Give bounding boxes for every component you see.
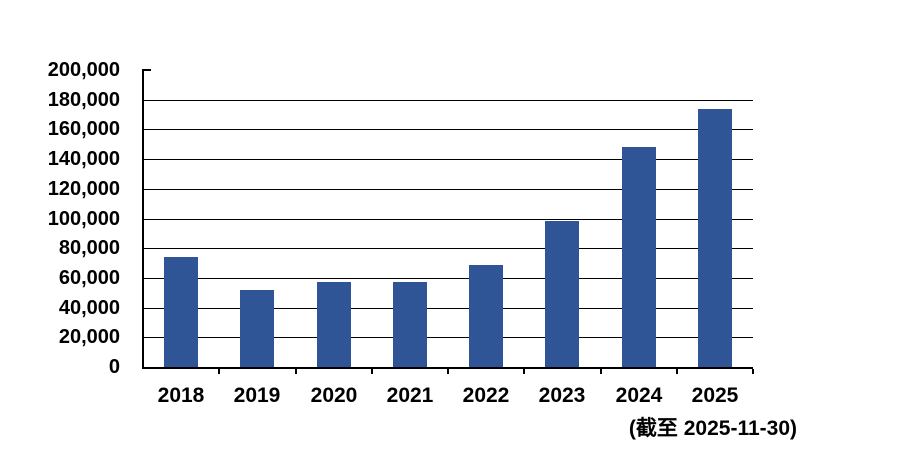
bar-2024 <box>622 147 656 367</box>
gridline <box>144 219 753 220</box>
x-tick-label: 2021 <box>386 384 434 407</box>
y-tick-label: 100,000 <box>47 208 120 230</box>
x-tick-label: 2023 <box>538 384 586 407</box>
gridline <box>144 337 753 338</box>
y-tick-label: 40,000 <box>58 297 120 319</box>
y-axis-line <box>142 69 144 369</box>
bar-2023 <box>545 221 579 367</box>
x-tick <box>295 369 297 374</box>
bar-2018 <box>164 257 198 367</box>
gridline <box>144 159 753 160</box>
bar-2025 <box>698 109 732 367</box>
bar-2021 <box>393 282 427 367</box>
x-tick <box>371 369 373 374</box>
gridline <box>144 189 753 190</box>
x-tick <box>752 369 754 374</box>
y-tick-label: 180,000 <box>47 89 120 111</box>
gridline <box>144 308 753 309</box>
y-tick-label: 80,000 <box>58 237 120 259</box>
y-tick-label: 160,000 <box>47 118 120 140</box>
chart-caption: (截至 2025-11-30) <box>628 417 797 440</box>
x-tick-label: 2022 <box>462 384 510 407</box>
y-tick-label: 0 <box>108 356 120 378</box>
x-tick-label: 2025 <box>691 384 739 407</box>
x-tick-label: 2024 <box>615 384 663 407</box>
bar-2020 <box>317 282 351 367</box>
y-tick-label: 200,000 <box>47 59 120 81</box>
y-tick-label: 140,000 <box>47 148 120 170</box>
y-axis-top-tick <box>144 69 151 71</box>
y-tick-label: 60,000 <box>58 267 120 289</box>
gridline <box>144 100 753 101</box>
bar-2022 <box>469 265 503 367</box>
x-tick <box>600 369 602 374</box>
x-tick-label: 2020 <box>310 384 358 407</box>
x-tick <box>447 369 449 374</box>
x-tick <box>523 369 525 374</box>
x-tick <box>676 369 678 374</box>
x-tick-label: 2018 <box>157 384 205 407</box>
x-tick-label: 2019 <box>233 384 281 407</box>
gridline <box>144 248 753 249</box>
x-axis-line <box>142 367 753 369</box>
gridline <box>144 129 753 130</box>
y-tick-label: 20,000 <box>58 326 120 348</box>
bar-2019 <box>240 290 274 367</box>
y-tick-label: 120,000 <box>47 178 120 200</box>
gridline <box>144 278 753 279</box>
x-tick <box>218 369 220 374</box>
